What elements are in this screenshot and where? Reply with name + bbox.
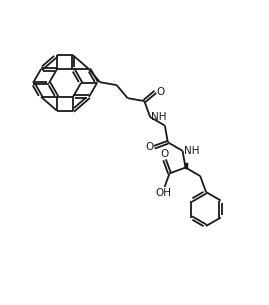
Text: NH: NH xyxy=(183,146,199,156)
Text: O: O xyxy=(145,142,153,152)
Text: NH: NH xyxy=(151,112,167,122)
Text: OH: OH xyxy=(155,188,172,198)
Text: O: O xyxy=(161,149,169,159)
Text: O: O xyxy=(156,87,165,97)
